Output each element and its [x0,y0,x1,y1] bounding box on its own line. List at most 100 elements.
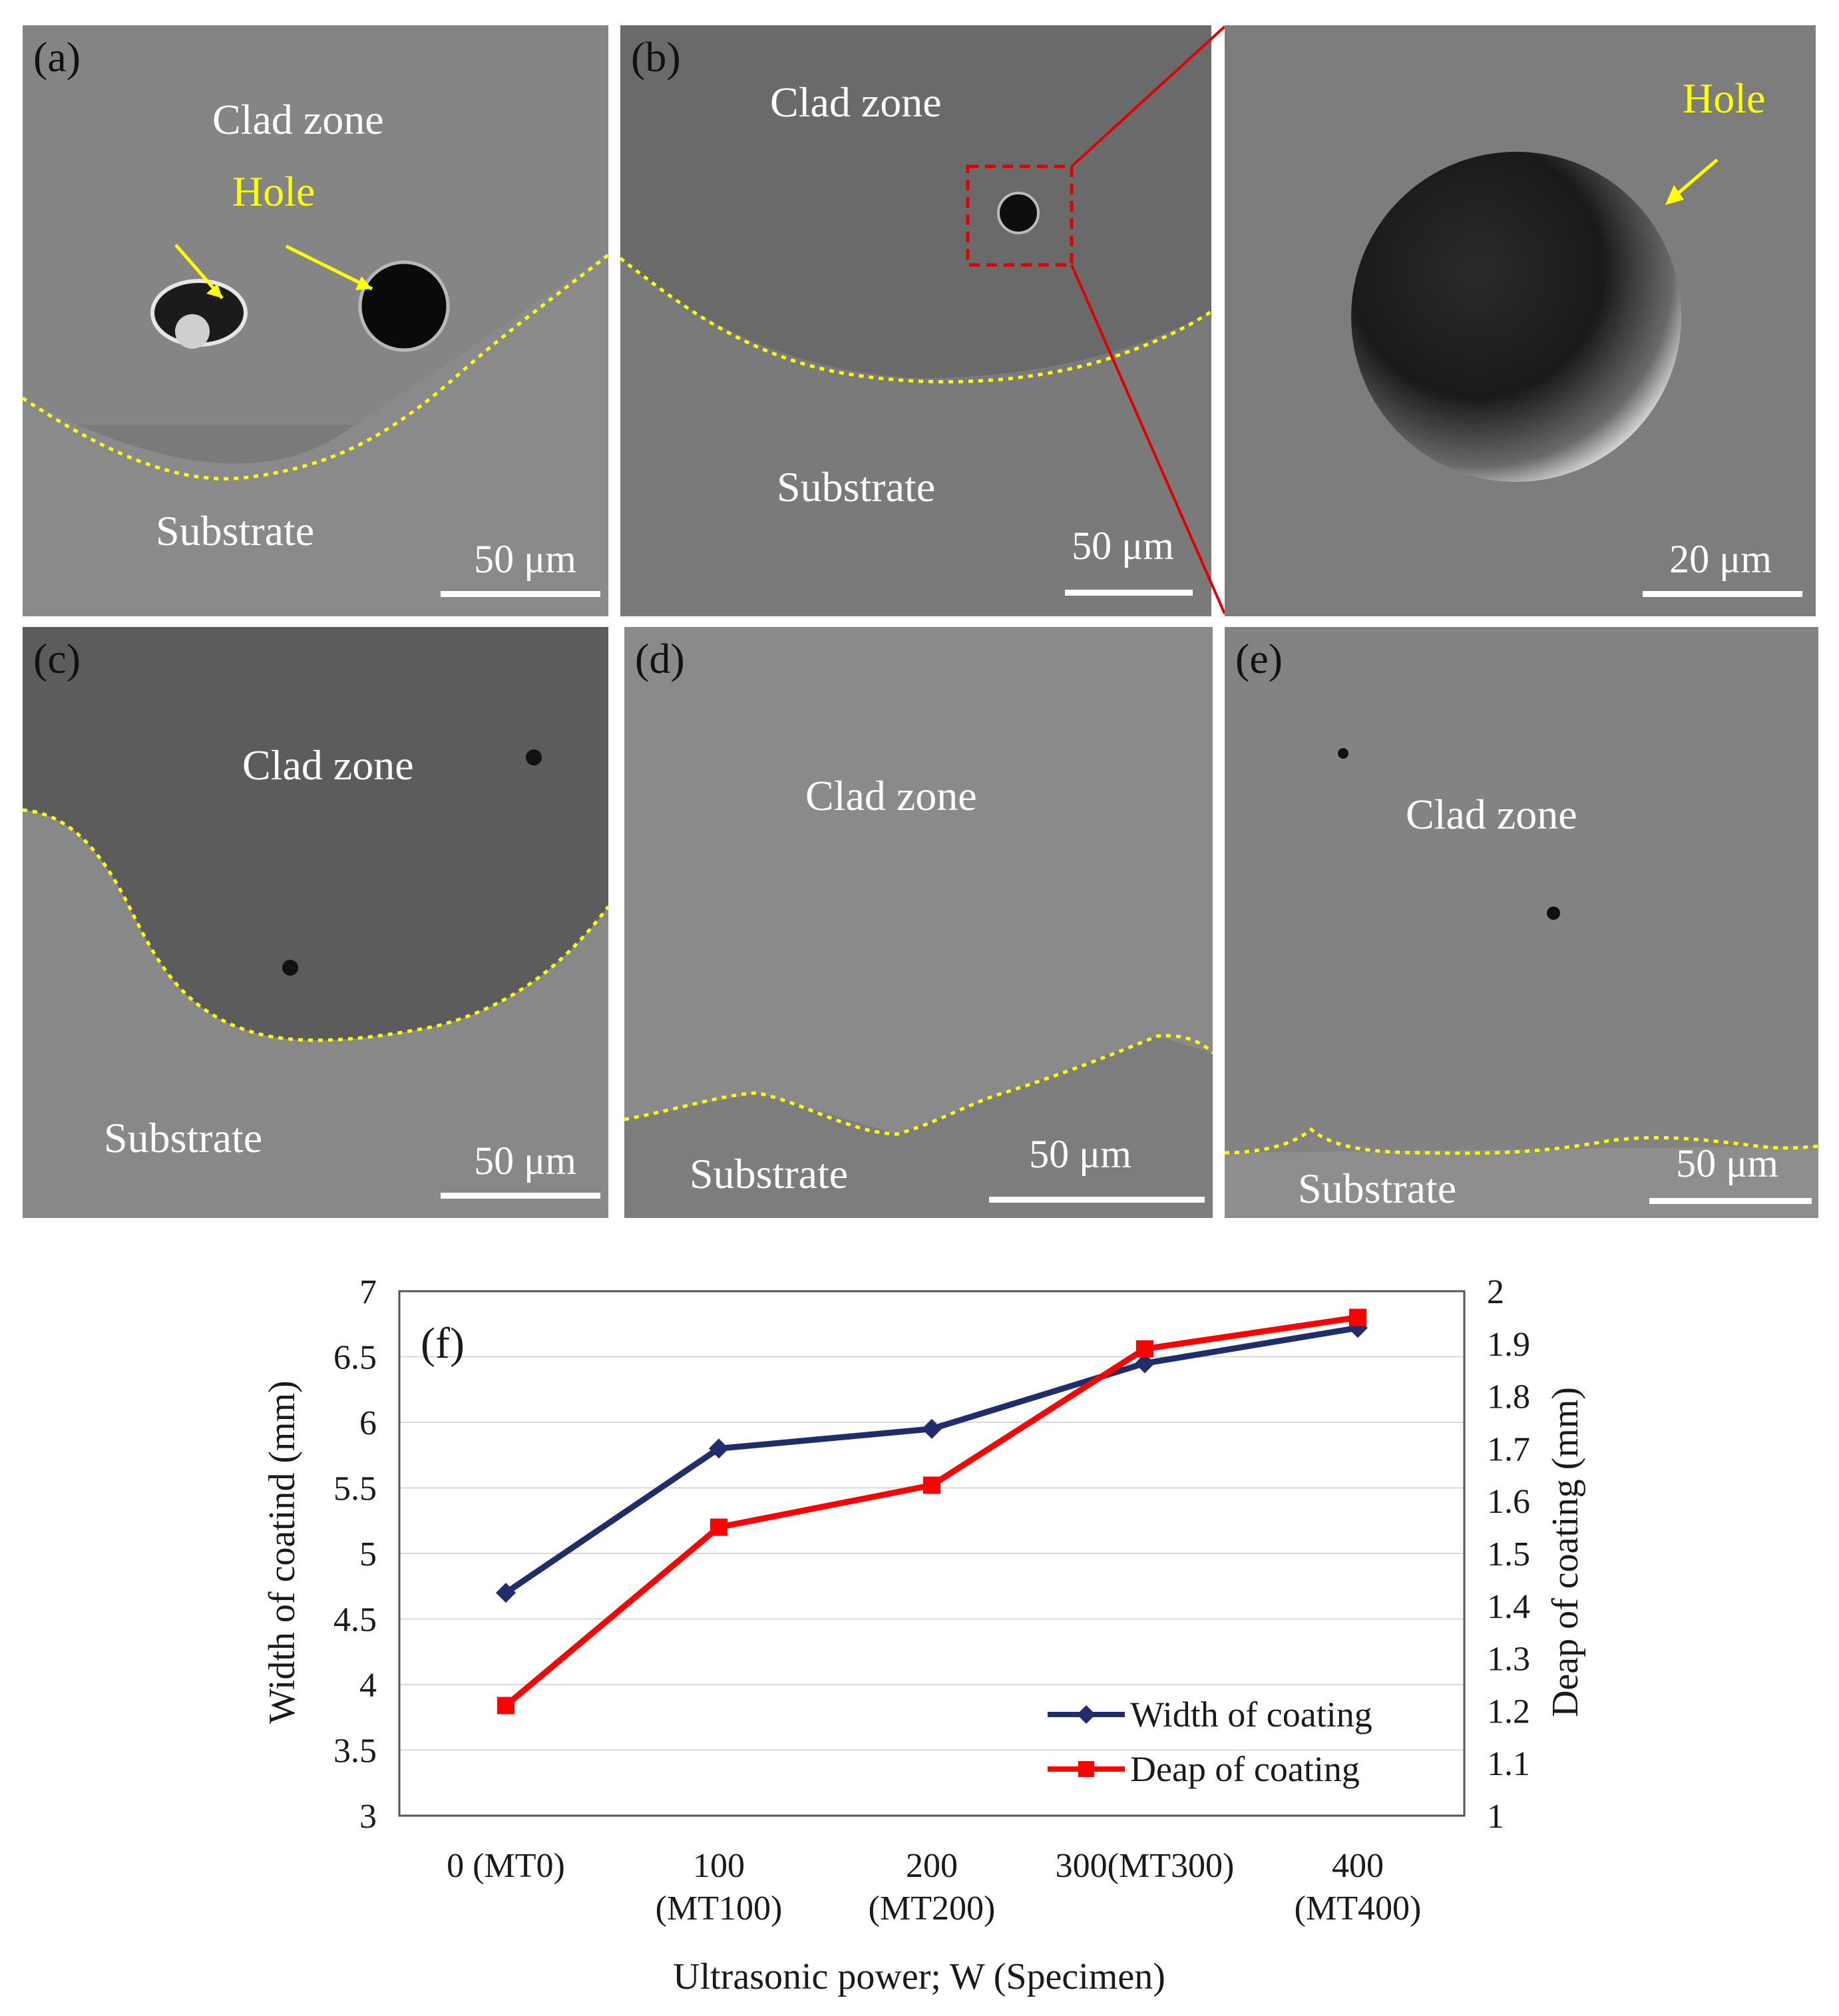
left-tick-label: 4.5 [333,1601,377,1639]
clad-zone-label-b: Clad zone [770,79,942,126]
panel-label-d: (d) [635,635,685,682]
y-left-axis-label: Width of coatind (mm) [262,1380,303,1724]
legend-label-width: Width of coating [1130,1695,1372,1734]
plot-area-frame [398,1290,1466,1817]
data-point-depth [710,1518,727,1536]
panel-label-f: (f) [421,1319,465,1368]
data-point-depth [1349,1309,1366,1326]
panel-label-c: (c) [33,635,81,682]
left-tick-label: 3.5 [333,1732,377,1770]
substrate-label-d: Substrate [690,1150,849,1197]
right-tick-label: 1.2 [1487,1693,1530,1730]
clad-zone-label-a: Clad zone [212,96,384,143]
scale-text-c: 50 μm [474,1139,576,1183]
data-point-width [922,1418,942,1439]
legend-marker-width [1077,1705,1096,1724]
clad-zone-label-c: Clad zone [242,741,414,789]
data-point-depth [923,1476,940,1494]
substrate-label-b: Substrate [777,463,936,510]
x-tick-label: 0 (MT0) [447,1847,565,1885]
x-tick-label: 100 [693,1847,745,1885]
x-axis-label: Ultrasonic power; W (Specimen) [673,1956,1165,1997]
substrate-label-a: Substrate [156,507,315,554]
scale-text-d: 50 μm [1029,1132,1131,1176]
sem-panel-b-zoom: Hole 20 μm [1225,25,1816,616]
substrate-label-e: Substrate [1298,1165,1457,1212]
coating-chart: 3 3.5 4 4.5 5 5.5 6 6.5 7 1 1.1 1.2 1.3 1.4 1.5 1.6 1.7… [262,1273,1586,1997]
scale-text-zoom: 20 μm [1669,537,1772,581]
scale-bar-e [1649,1198,1812,1204]
sem-micrograph-d [624,627,1213,1218]
left-tick-label: 5.5 [333,1470,377,1508]
data-point-depth [1136,1340,1153,1358]
legend: Width of coating Deap of coating [1048,1695,1372,1789]
sem-micrograph-c [23,627,608,1218]
x-tick-label: (MT400) [1295,1890,1422,1927]
panel-label-b: (b) [631,33,681,81]
right-tick-label: 1.7 [1487,1430,1530,1468]
right-tick-label: 1.9 [1487,1326,1530,1364]
scale-bar-d [989,1197,1205,1203]
sem-panel-a: (a) Clad zone Hole Substrate 50 μm [23,25,608,616]
left-tick-label: 4 [359,1667,377,1705]
hole-label-zoom: Hole [1683,75,1766,122]
right-tick-label: 1.8 [1487,1378,1530,1416]
sem-panel-b: (b) Clad zone Substrate 50 μm [620,25,1211,616]
sem-micrograph-b [620,25,1211,616]
panel-label-a: (a) [33,33,81,81]
right-tick-label: 2 [1487,1273,1504,1311]
scale-bar-c [441,1193,600,1199]
right-tick-label: 1.4 [1487,1588,1530,1626]
x-tick-label: (MT100) [656,1890,783,1927]
scale-bar-a [441,591,600,597]
x-tick-label: 300(MT300) [1056,1847,1235,1885]
left-tick-label: 7 [359,1273,377,1311]
left-tick-label: 6 [359,1404,377,1442]
panel-label-e: (e) [1235,635,1283,682]
data-point-width [496,1583,516,1603]
hole-label-a: Hole [232,168,315,215]
sem-micrograph-a [23,25,608,616]
zoom-connector [1070,25,1226,614]
scale-bar-b [1065,590,1193,596]
scale-text-b: 50 μm [1072,524,1174,568]
data-point-width [709,1438,729,1459]
left-tick-label: 6.5 [333,1339,377,1377]
left-axis-ticks: 3 3.5 4 4.5 5 5.5 6 6.5 7 [333,1273,377,1836]
y-right-axis-label: Deap of coating (mm) [1545,1387,1586,1717]
right-axis-ticks: 1 1.1 1.2 1.3 1.4 1.5 1.6 1.7 1.8 1.9 2 [1487,1273,1530,1836]
x-axis-ticks: 0 (MT0) 100 (MT100) 200 (MT200) 300(MT300) 400… [447,1847,1421,1927]
left-tick-label: 3 [359,1798,377,1836]
series-line-depth [504,1314,1358,1708]
scale-text-e: 50 μm [1676,1141,1778,1185]
data-point-depth [497,1697,514,1714]
sem-panel-c: (c) Clad zone Substrate 50 μm [23,627,608,1218]
hole-b [997,192,1040,234]
scale-bar-zoom [1643,591,1802,597]
right-tick-label: 1.3 [1487,1641,1530,1679]
right-tick-label: 1.1 [1487,1745,1530,1783]
clad-boundary-e [1225,1127,1818,1155]
legend-label-depth: Deap of coating [1130,1749,1360,1789]
clad-boundary-c [23,808,608,1042]
sem-panel-e: (e) Clad zone Substrate 50 μm [1225,627,1818,1218]
right-tick-label: 1.6 [1487,1483,1530,1521]
x-tick-label: 400 [1332,1847,1384,1885]
legend-marker-depth [1078,1761,1094,1777]
substrate-label-c: Substrate [104,1114,263,1161]
hole-zoom [1351,152,1681,482]
zoom-box [966,164,1074,267]
sem-micrograph-e [1225,627,1818,1218]
scale-text-a: 50 μm [474,537,576,581]
left-tick-label: 5 [359,1535,377,1573]
clad-boundary-b [620,257,1211,384]
clad-zone-label-d: Clad zone [805,772,977,819]
right-tick-label: 1.5 [1487,1535,1530,1573]
hole-a2 [358,260,450,352]
x-tick-label: (MT200) [869,1890,996,1927]
sem-panel-d: (d) Clad zone Substrate 50 μm [624,627,1213,1218]
clad-zone-label-e: Clad zone [1406,791,1577,838]
series-layer [496,1309,1368,1714]
sem-micrograph-b-zoom [1225,25,1816,616]
x-tick-label: 200 [906,1847,958,1885]
